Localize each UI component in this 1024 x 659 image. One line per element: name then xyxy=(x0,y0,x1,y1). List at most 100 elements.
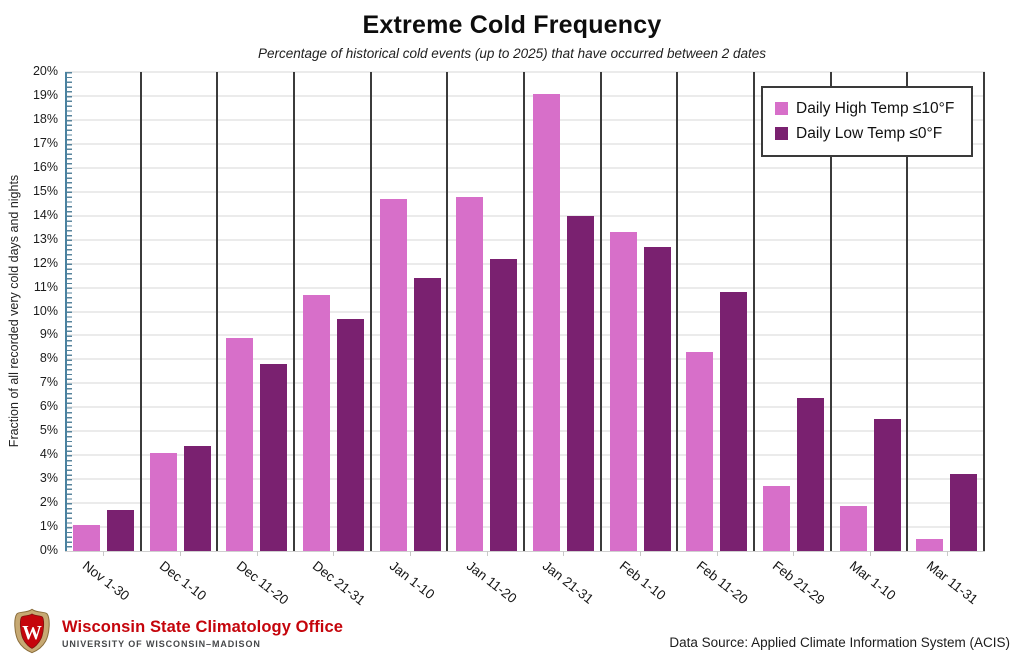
bar-group xyxy=(755,72,832,551)
x-tick-label: Mar 1-10 xyxy=(846,558,899,604)
x-tick-label: Mar 11-31 xyxy=(923,558,981,608)
group-separator xyxy=(446,72,448,551)
y-tick-label: 14% xyxy=(32,207,58,222)
bar-group xyxy=(832,72,909,551)
bar-daily-high xyxy=(379,198,407,551)
x-axis-tick xyxy=(563,551,565,556)
group-separator xyxy=(753,72,755,551)
org-subname: UNIVERSITY OF WISCONSIN–MADISON xyxy=(62,639,261,649)
chart-subtitle: Percentage of historical cold events (up… xyxy=(257,46,767,61)
x-tick-label: Feb 21-29 xyxy=(770,558,828,608)
y-tick-label: 13% xyxy=(32,231,58,246)
y-gridline xyxy=(65,214,985,217)
group-separator xyxy=(370,72,372,551)
legend-label-high: Daily High Temp ≤10°F xyxy=(796,99,955,117)
x-tick-label: Jan 21-31 xyxy=(540,558,597,607)
chart-title: Extreme Cold Frequency xyxy=(362,11,662,39)
y-tick-label: 4% xyxy=(39,447,58,462)
legend-box: Daily High Temp ≤10°F Daily Low Temp ≤0°… xyxy=(761,86,973,157)
y-gridline xyxy=(65,118,985,121)
uw-crest-logo: W xyxy=(8,608,56,654)
x-tick-label: Dec 1-10 xyxy=(156,558,210,604)
x-tick-label: Feb 11-20 xyxy=(693,558,751,608)
y-tick-label: 10% xyxy=(32,303,58,318)
y-tick-label: 8% xyxy=(39,351,58,366)
bar-daily-low xyxy=(413,277,441,551)
legend-swatch-low xyxy=(775,127,788,140)
y-tick-label: 20% xyxy=(32,64,58,78)
bar-daily-high xyxy=(532,93,560,551)
footer: W Wisconsin State Climatology Office UNI… xyxy=(0,607,1024,659)
svg-text:W: W xyxy=(22,622,42,644)
x-axis-tick xyxy=(716,551,718,556)
bar-daily-low xyxy=(183,445,211,551)
y-tick-label: 11% xyxy=(33,279,58,294)
x-axis-tick xyxy=(640,551,641,556)
x-axis-tick xyxy=(870,551,871,556)
y-tick-label: 12% xyxy=(32,255,58,270)
bar-group xyxy=(218,72,295,551)
bar-daily-high xyxy=(456,196,484,551)
y-tick-label: 15% xyxy=(32,183,58,198)
legend-label-low: Daily Low Temp ≤0°F xyxy=(796,124,943,142)
legend-item-low: Daily Low Temp ≤0°F xyxy=(775,121,959,146)
bar-group xyxy=(295,72,372,551)
x-axis-tick xyxy=(180,551,181,556)
x-axis-tick xyxy=(793,551,795,556)
y-gridline xyxy=(65,478,985,481)
y-gridline xyxy=(65,190,985,193)
legend-swatch-high xyxy=(775,102,788,115)
bar-group xyxy=(525,72,602,551)
group-separator xyxy=(140,72,142,551)
y-tick-label: 9% xyxy=(39,327,58,342)
x-axis-tick xyxy=(103,551,105,556)
bar-groups xyxy=(65,72,985,551)
x-axis-tick xyxy=(946,551,948,556)
x-tick-label: Dec 21-31 xyxy=(310,558,369,609)
bar-daily-low xyxy=(106,510,134,551)
group-separator xyxy=(293,72,295,551)
y-axis-tick-labels: 0% 1% 2% 3% 4% 5% 6% 7% 8% 9% 10% 11% 12% 13% 14% 15% 16… xyxy=(0,0,58,659)
y-tick-label: 18% xyxy=(32,111,58,126)
y-tick-label: 16% xyxy=(32,159,58,174)
y-tick-label: 6% xyxy=(39,399,58,414)
group-separator xyxy=(216,72,218,551)
y-axis-line xyxy=(65,72,67,551)
y-gridline xyxy=(65,454,985,457)
y-tick-label: 5% xyxy=(39,423,58,438)
y-gridline xyxy=(65,430,985,433)
bar-group xyxy=(65,72,142,551)
y-tick-label: 17% xyxy=(32,135,58,150)
y-gridline xyxy=(65,502,985,505)
x-axis-tick xyxy=(256,551,258,556)
y-gridline xyxy=(65,382,985,385)
y-tick-label: 0% xyxy=(39,543,58,557)
y-gridline xyxy=(65,94,985,97)
bar-daily-low xyxy=(873,419,901,551)
bar-daily-high xyxy=(762,486,790,551)
bar-daily-low xyxy=(720,292,748,551)
y-gridline xyxy=(65,238,985,241)
bar-daily-high xyxy=(302,294,330,551)
y-gridline xyxy=(65,334,985,337)
plot-area xyxy=(65,71,985,556)
bar-group xyxy=(602,72,679,551)
y-tick-label: 19% xyxy=(32,87,58,102)
y-tick-label: 3% xyxy=(39,471,58,486)
data-source-note: Data Source: Applied Climate Information… xyxy=(669,635,1010,650)
y-gridline xyxy=(65,71,985,73)
bar-group xyxy=(142,72,219,551)
y-gridline xyxy=(65,358,985,361)
legend-item-high: Daily High Temp ≤10°F xyxy=(775,96,959,121)
y-gridline xyxy=(65,142,985,145)
x-tick-label: Jan 11-20 xyxy=(463,558,520,607)
bar-daily-low xyxy=(950,474,978,551)
y-gridline xyxy=(65,310,985,313)
y-gridline xyxy=(65,406,985,409)
x-axis-tick xyxy=(486,551,488,556)
bar-daily-high xyxy=(226,337,254,551)
x-tick-label: Nov 1-30 xyxy=(80,558,133,604)
bar-daily-low xyxy=(643,246,671,551)
uw-crest-icon: W xyxy=(14,608,50,654)
